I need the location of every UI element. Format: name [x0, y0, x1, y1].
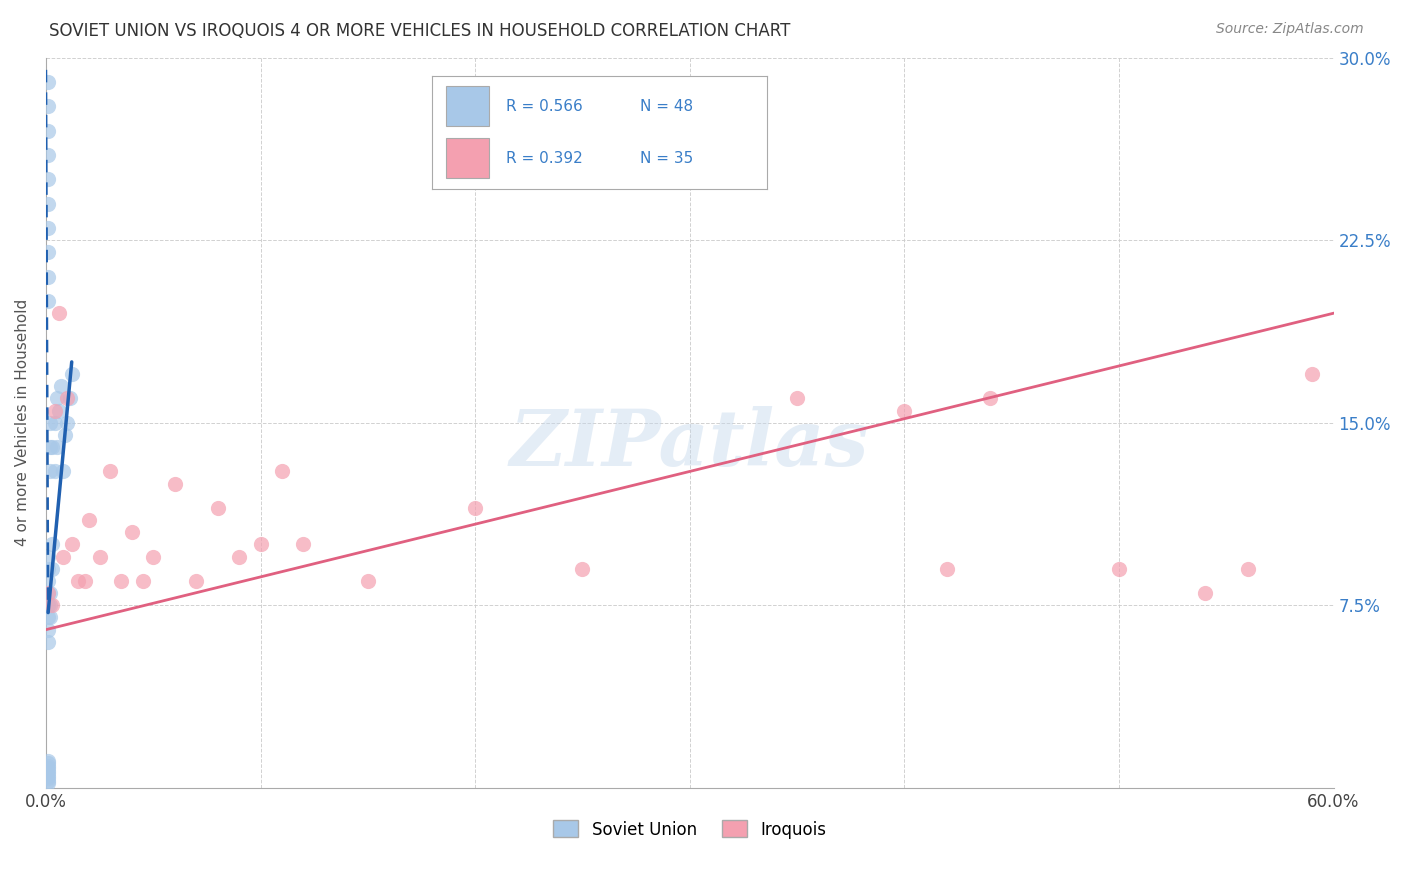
Point — [893, 403, 915, 417]
Point — [41, 599, 63, 613]
Point — [56, 416, 79, 430]
Point — [37, 574, 59, 588]
Text: ZIPatlas: ZIPatlas — [510, 407, 869, 483]
Point — [39, 416, 62, 430]
Point — [37, 124, 59, 138]
Point — [1194, 586, 1216, 600]
Point — [37, 776, 59, 790]
Point — [186, 574, 208, 588]
Point — [37, 756, 59, 771]
Point — [44, 416, 66, 430]
Point — [37, 771, 59, 785]
Point — [56, 392, 79, 406]
Point — [121, 525, 143, 540]
Point — [37, 586, 59, 600]
Point — [1236, 562, 1258, 576]
Point — [44, 403, 66, 417]
Point — [37, 294, 59, 309]
Point — [1301, 367, 1323, 381]
Point — [37, 99, 59, 113]
Point — [73, 574, 96, 588]
Point — [228, 549, 250, 564]
Point — [37, 599, 59, 613]
Text: SOVIET UNION VS IROQUOIS 4 OR MORE VEHICLES IN HOUSEHOLD CORRELATION CHART: SOVIET UNION VS IROQUOIS 4 OR MORE VEHIC… — [49, 22, 790, 40]
Point — [37, 586, 59, 600]
Point — [37, 269, 59, 284]
Point — [98, 465, 121, 479]
Point — [936, 562, 959, 576]
Point — [37, 623, 59, 637]
Point — [571, 562, 593, 576]
Point — [39, 610, 62, 624]
Point — [45, 440, 67, 454]
Text: Source: ZipAtlas.com: Source: ZipAtlas.com — [1216, 22, 1364, 37]
Point — [41, 440, 63, 454]
Point — [48, 403, 70, 417]
Point — [37, 549, 59, 564]
Point — [52, 465, 75, 479]
Point — [37, 773, 59, 788]
Point — [37, 172, 59, 186]
Point — [464, 500, 486, 515]
Point — [37, 221, 59, 235]
Point — [37, 610, 59, 624]
Point — [292, 537, 315, 551]
Point — [37, 764, 59, 778]
Point — [110, 574, 132, 588]
Point — [37, 766, 59, 780]
Point — [58, 392, 80, 406]
Point — [37, 562, 59, 576]
Point — [39, 586, 62, 600]
Point — [357, 574, 380, 588]
Point — [77, 513, 100, 527]
Point — [786, 392, 808, 406]
Point — [37, 635, 59, 649]
Point — [39, 599, 62, 613]
Point — [1108, 562, 1130, 576]
Point — [53, 428, 76, 442]
Point — [37, 148, 59, 162]
Point — [37, 196, 59, 211]
Point — [39, 465, 62, 479]
Point — [142, 549, 165, 564]
Point — [37, 769, 59, 783]
Point — [271, 465, 294, 479]
Point — [37, 761, 59, 775]
Point — [44, 465, 66, 479]
Legend: Soviet Union, Iroquois: Soviet Union, Iroquois — [547, 814, 832, 846]
Point — [48, 306, 70, 320]
Point — [207, 500, 229, 515]
Point — [679, 124, 702, 138]
Point — [60, 537, 83, 551]
Point — [41, 562, 63, 576]
Point — [37, 75, 59, 89]
Point — [45, 392, 67, 406]
Point — [979, 392, 1001, 406]
Point — [89, 549, 111, 564]
Point — [39, 440, 62, 454]
Point — [60, 367, 83, 381]
Point — [67, 574, 90, 588]
Point — [131, 574, 153, 588]
Point — [37, 759, 59, 773]
Point — [249, 537, 271, 551]
Point — [163, 476, 186, 491]
Point — [37, 245, 59, 260]
Point — [49, 379, 72, 393]
Point — [37, 754, 59, 768]
Y-axis label: 4 or more Vehicles in Household: 4 or more Vehicles in Household — [15, 299, 30, 547]
Point — [41, 537, 63, 551]
Point — [52, 549, 75, 564]
